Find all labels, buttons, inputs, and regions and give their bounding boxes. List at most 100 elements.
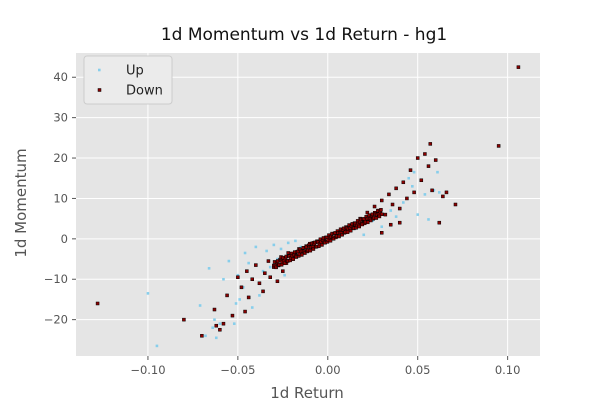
x-tick-label: 0.10 xyxy=(495,363,521,377)
data-point-down xyxy=(388,222,393,227)
y-tick-label: 30 xyxy=(53,111,68,125)
data-point-up xyxy=(213,318,216,321)
data-point-down xyxy=(419,178,424,183)
data-point-up xyxy=(207,267,211,270)
data-point-up xyxy=(286,241,290,245)
data-point-up xyxy=(276,257,279,261)
data-point-down xyxy=(218,327,222,332)
data-point-down xyxy=(372,204,377,209)
data-point-up xyxy=(241,286,245,289)
grid-lines xyxy=(76,53,540,356)
data-point-down xyxy=(250,277,254,281)
data-point-up xyxy=(394,215,398,218)
data-point-down xyxy=(387,192,391,197)
legend-marker-down xyxy=(97,88,102,92)
y-tick-label: 40 xyxy=(53,70,68,84)
data-point-up xyxy=(279,247,283,251)
data-point-down xyxy=(379,198,384,203)
data-point-down xyxy=(308,248,313,253)
data-point-down xyxy=(263,271,267,275)
data-point-up xyxy=(232,322,236,325)
x-axis-label: 1d Return xyxy=(270,384,344,400)
data-point-up xyxy=(437,191,441,194)
y-tick-label: −10 xyxy=(44,272,68,286)
data-point-up xyxy=(198,304,202,307)
data-point-down xyxy=(95,301,100,306)
data-point-up xyxy=(258,294,261,297)
data-point-up xyxy=(211,326,214,330)
data-point-down xyxy=(408,168,413,172)
data-point-up xyxy=(218,322,222,325)
data-point-down xyxy=(366,220,370,225)
data-point-down xyxy=(268,275,272,279)
series-down-dense-band xyxy=(272,208,384,270)
data-point-down xyxy=(437,220,442,225)
data-point-down xyxy=(345,230,350,234)
data-point-up xyxy=(234,302,238,305)
data-point-down xyxy=(379,208,383,212)
data-point-up xyxy=(254,245,258,249)
data-point-down xyxy=(212,307,217,312)
data-point-up xyxy=(402,201,405,204)
data-point-up xyxy=(362,233,366,237)
data-point-up xyxy=(250,306,254,309)
data-points xyxy=(95,65,521,348)
data-point-up xyxy=(247,261,250,265)
data-point-up xyxy=(411,185,414,188)
data-point-up xyxy=(436,170,439,174)
data-point-up xyxy=(299,245,303,249)
data-point-up xyxy=(155,344,159,348)
data-point-down xyxy=(236,275,240,279)
data-point-up xyxy=(146,292,150,295)
y-tick-label: −20 xyxy=(44,313,68,327)
data-point-down xyxy=(397,206,402,211)
data-point-down xyxy=(377,214,382,219)
legend-label-up: Up xyxy=(126,64,144,79)
data-point-down xyxy=(401,180,406,185)
data-point-up xyxy=(389,209,393,212)
data-point-down xyxy=(200,334,204,338)
data-point-down xyxy=(348,228,353,233)
data-point-up xyxy=(423,193,427,196)
data-point-down xyxy=(390,202,395,207)
data-point-down xyxy=(496,144,501,148)
data-point-down xyxy=(261,289,265,294)
x-tick-label: −0.10 xyxy=(130,363,165,377)
data-point-down xyxy=(337,234,341,239)
axis-ticks: −0.10 −0.05 0.00 0.05 0.10 −20 −10 0 10 20 30 40 xyxy=(44,70,521,377)
data-point-down xyxy=(246,295,251,300)
data-point-up xyxy=(371,219,375,222)
data-point-down xyxy=(214,323,219,328)
data-point-down xyxy=(275,279,280,284)
y-axis-label: 1d Momentum xyxy=(12,148,30,257)
legend-label-down: Down xyxy=(126,84,163,99)
x-tick-label: 0.00 xyxy=(315,363,341,377)
data-point-down xyxy=(405,196,409,201)
data-point-up xyxy=(261,269,265,273)
data-point-up xyxy=(432,189,436,192)
data-point-up xyxy=(272,243,276,247)
data-point-down xyxy=(257,281,262,286)
data-point-up xyxy=(222,277,225,281)
y-tick-label: 0 xyxy=(61,232,68,246)
data-point-down xyxy=(444,190,449,195)
data-point-down xyxy=(374,216,379,220)
legend-box xyxy=(83,55,173,105)
data-point-down xyxy=(281,269,285,273)
data-point-down xyxy=(254,263,258,267)
data-point-up xyxy=(412,170,416,174)
data-point-up xyxy=(265,249,268,253)
data-point-down xyxy=(291,257,295,261)
data-point-down xyxy=(328,238,333,243)
data-point-down xyxy=(266,259,271,263)
data-point-down xyxy=(397,220,402,225)
data-point-down xyxy=(426,164,431,168)
data-point-down xyxy=(182,317,186,322)
y-tick-label: 10 xyxy=(53,191,68,205)
data-point-down xyxy=(383,212,388,217)
data-point-up xyxy=(214,336,218,340)
data-point-down xyxy=(415,156,420,160)
data-point-down xyxy=(441,194,445,199)
data-point-down xyxy=(230,313,235,318)
